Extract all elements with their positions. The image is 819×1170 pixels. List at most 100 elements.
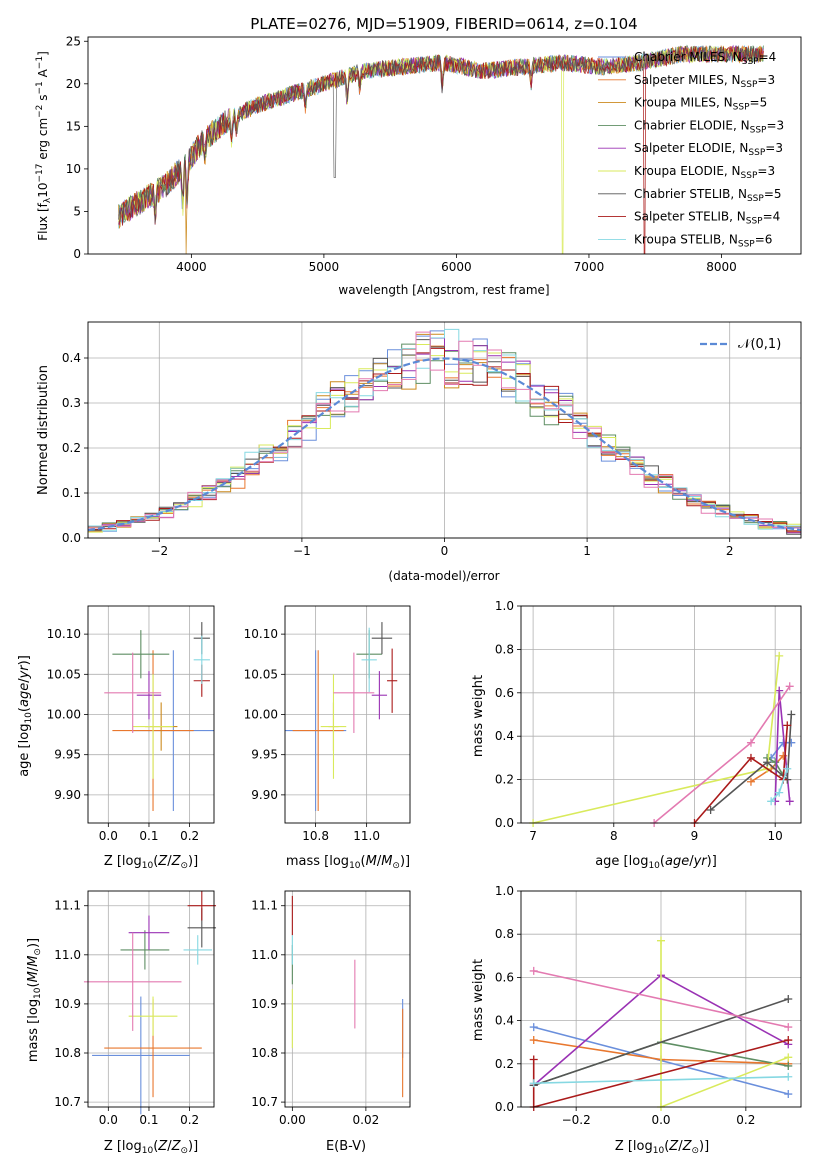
mass-weight-marker: [767, 797, 776, 806]
y-tick-label: 0.3: [62, 396, 81, 410]
legend-label: Kroupa STELIB, NSSP=6: [634, 232, 772, 249]
x-tick-label: 1: [583, 544, 591, 558]
legend-label: Salpeter STELIB, NSSP=4: [634, 210, 780, 227]
y-tick-label: 0.2: [495, 1057, 514, 1071]
y-tick-label: 0.2: [62, 441, 81, 455]
mass-weight-marker: [746, 738, 755, 747]
mass-vs-EBV-chart: E(B-V) 0.00 0.02 10.7 10.8 10.9 11.0 11.1: [251, 890, 411, 1154]
y-tick-label: 10.10: [47, 627, 81, 641]
x-tick-label: 0.2: [180, 1113, 199, 1127]
mass-weight-marker: [784, 1090, 793, 1099]
y-tick-label: 9.95: [54, 748, 81, 762]
age-vs-Z-chart: Z [log10(Z/Z⊙)] age [log10(age/yr)] 0.0 0…: [17, 605, 215, 871]
axes-frame: [520, 890, 802, 1108]
mass-weight-marker: [775, 651, 784, 660]
x-tick-label: 0.00: [279, 1113, 306, 1127]
y-tick-label: 0.2: [495, 773, 514, 787]
y-tick-label: 11.0: [251, 948, 278, 962]
axes-frame: [87, 36, 802, 255]
axes-frame: [284, 605, 411, 824]
x-tick-label: 5000: [309, 260, 340, 274]
mass-weight-marker: [529, 1023, 538, 1032]
spectrum-legend: Chabrier MILES, NSSP=4 Salpeter MILES, NS…: [598, 50, 784, 249]
y-tick-label: 0.0: [495, 816, 514, 830]
x-tick-label: 10.8: [302, 829, 329, 843]
mass-weight-series: [533, 998, 789, 1087]
x-tick-label: 8000: [706, 260, 737, 274]
axes-frame: [87, 605, 215, 824]
y-tick-label: 10.00: [47, 708, 81, 722]
mass-weight-marker: [783, 764, 792, 773]
x-tick-label: 0.0: [99, 829, 118, 843]
residuals-chart: (data-model)/error Normed distribution −…: [36, 321, 802, 583]
x-tick-label: 7: [529, 829, 537, 843]
x-tick-label: 0.1: [139, 829, 158, 843]
mass-weight-marker: [784, 1053, 793, 1062]
y-tick-label: 0.8: [495, 642, 514, 656]
x-tick-label: 0.0: [651, 1113, 670, 1127]
y-tick-label: 9.90: [54, 788, 81, 802]
mass-vs-EBV-xlabel: E(B-V): [326, 1139, 366, 1154]
mass-weight-marker: [746, 777, 755, 786]
mass-weight-series: [710, 714, 793, 811]
axes-frame: [284, 890, 411, 1108]
mass-weight-marker: [784, 1036, 793, 1045]
x-tick-label: −2: [150, 544, 168, 558]
spectrum-line-chabrier-stelib: [118, 44, 764, 224]
legend-label: Salpeter ELODIE, NSSP=3: [634, 141, 783, 158]
mass-weight-series: [693, 725, 789, 824]
x-tick-label: 0.2: [180, 829, 199, 843]
y-tick-label: 0.6: [495, 970, 514, 984]
y-tick-label: 10.8: [54, 1046, 81, 1060]
mass-weight-series: [533, 1076, 789, 1084]
figure-title: PLATE=0276, MJD=51909, FIBERID=0614, z=0…: [250, 15, 637, 33]
legend-label: Chabrier STELIB, NSSP=5: [634, 187, 782, 204]
mass-weight-marker: [775, 788, 784, 797]
y-tick-label: 10.10: [244, 627, 278, 641]
mass-weight-vs-Z-chart: Z [log10(Z/Z⊙)] mass weight −0.2 0.0 0.2 0.…: [471, 884, 802, 1156]
mass-weight-marker: [529, 1055, 538, 1064]
mass-weight-marker: [775, 686, 784, 695]
y-tick-label: 1.0: [495, 884, 514, 898]
axes-frame: [87, 890, 215, 1108]
mass-weight-marker: [787, 710, 796, 719]
y-tick-label: 10.9: [251, 997, 278, 1011]
residuals-xlabel: (data-model)/error: [388, 569, 499, 583]
mass-weight-marker: [784, 1023, 793, 1032]
mass-weight-marker: [784, 1072, 793, 1081]
y-tick-label: 11.0: [54, 948, 81, 962]
age-vs-mass-chart: mass [log10(M/M⊙)] 10.8 11.0 9.90 9.95 10.00…: [244, 605, 411, 871]
y-tick-label: 10: [66, 162, 81, 176]
mass-weight-marker: [529, 966, 538, 975]
y-tick-label: 11.1: [251, 899, 278, 913]
legend-label: Kroupa ELODIE, NSSP=3: [634, 164, 775, 181]
x-tick-label: 0.0: [99, 1113, 118, 1127]
mass-weight-vs-age-xlabel: age [log10(age/yr)]: [595, 854, 717, 871]
y-tick-label: 10.9: [54, 997, 81, 1011]
mass-weight-marker: [787, 738, 796, 747]
y-tick-label: 0.4: [62, 351, 81, 365]
y-tick-label: 20: [66, 77, 81, 91]
x-tick-label: 9: [691, 829, 699, 843]
mass-weight-marker: [746, 753, 755, 762]
spectrum-xlabel: wavelength [Angstrom, rest frame]: [338, 283, 549, 297]
y-tick-label: 0.4: [495, 729, 514, 743]
normal-reference-curve: [87, 357, 802, 532]
y-tick-label: 10.8: [251, 1046, 278, 1060]
legend-label: 𝒩(0,1): [738, 337, 781, 352]
x-tick-label: 0.2: [736, 1113, 755, 1127]
y-tick-label: 5: [73, 204, 81, 218]
y-tick-label: 10.7: [251, 1095, 278, 1109]
mass-weight-series: [533, 970, 789, 1028]
legend-label: Chabrier MILES, NSSP=4: [634, 50, 776, 67]
x-tick-label: 4000: [176, 260, 207, 274]
y-tick-label: 11.1: [54, 899, 81, 913]
y-tick-label: 0.4: [495, 1014, 514, 1028]
age-vs-mass-xlabel: mass [log10(M/M⊙)]: [286, 854, 410, 871]
axes-frame: [87, 321, 802, 539]
x-tick-label: 0.02: [353, 1113, 380, 1127]
spectrum-chart: wavelength [Angstrom, rest frame] Flux […: [35, 34, 802, 297]
mass-weight-vs-age-ylabel: mass weight: [471, 675, 486, 757]
y-tick-label: 0.6: [495, 686, 514, 700]
mass-vs-Z-ylabel: mass [log10(M/M⊙)]: [26, 938, 43, 1062]
